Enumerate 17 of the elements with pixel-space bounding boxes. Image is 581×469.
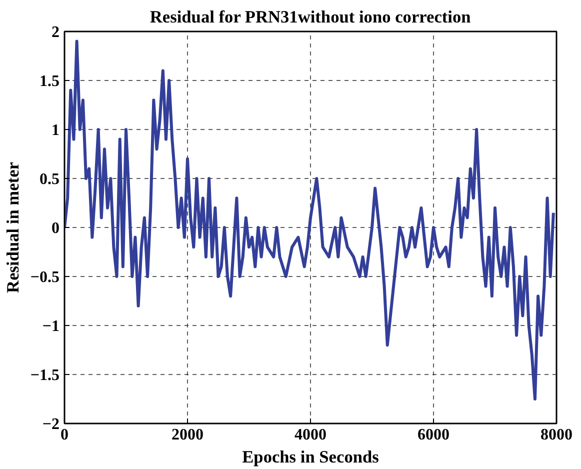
y-axis-title: Residual in meter (3, 162, 22, 293)
y-tick-label: 0.5 (40, 171, 60, 188)
chart-title: Residual for PRN31without iono correction (150, 8, 472, 26)
y-tick-label: −0.5 (30, 269, 60, 286)
x-tick-label: 2000 (172, 426, 204, 444)
x-tick-label: 8000 (540, 426, 572, 444)
y-tick-label: −1 (42, 318, 60, 335)
y-tick-label: 1 (52, 122, 60, 139)
x-axis-title: Epochs in Seconds (242, 448, 380, 466)
x-tick-label: 4000 (294, 426, 326, 444)
y-tick-label: 1.5 (40, 73, 60, 90)
x-tick-label: 6000 (418, 426, 450, 444)
y-tick-label: −1.5 (30, 367, 60, 384)
y-tick-label: 2 (52, 24, 60, 41)
y-tick-label: −2 (42, 416, 60, 433)
y-tick-label: 0 (52, 220, 60, 237)
line-series (64, 40, 555, 400)
